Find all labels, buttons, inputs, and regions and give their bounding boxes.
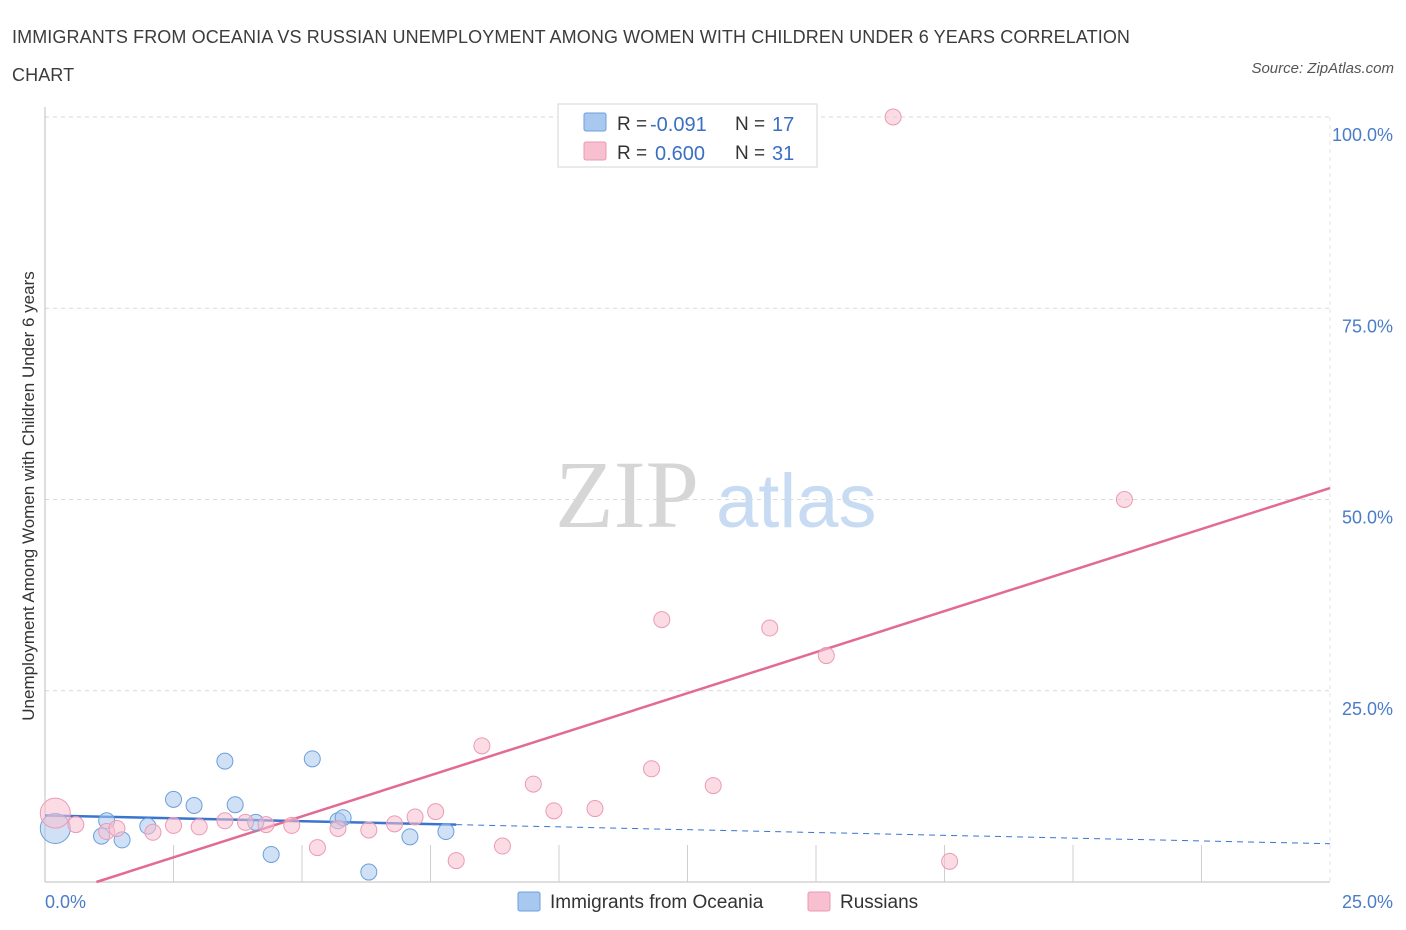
- y-tick-label: 100.0%: [1332, 125, 1393, 145]
- point-oceania: [401, 828, 419, 846]
- trend-line-russians: [96, 486, 1331, 884]
- watermark-atlas: atlas: [716, 459, 877, 544]
- point-oceania: [165, 790, 182, 808]
- correlation-legend: R = -0.091 N = 17 R = 0.600 N = 31: [557, 103, 818, 168]
- legend-n-value: 17: [772, 114, 794, 136]
- series-legend-swatch-russians: [807, 891, 831, 912]
- point-russians: [67, 816, 85, 834]
- y-axis-label: Unemployment Among Women with Children U…: [19, 271, 38, 720]
- point-russians: [761, 619, 779, 637]
- trend-extension-oceania: [456, 824, 1331, 845]
- point-oceania: [360, 863, 378, 881]
- point-russians: [308, 839, 326, 857]
- point-russians: [283, 816, 301, 834]
- watermark-zip: ZIP: [555, 441, 699, 548]
- point-russians: [360, 821, 378, 839]
- point-russians: [329, 819, 347, 837]
- y-tick-label: 50.0%: [1342, 508, 1393, 528]
- point-russians: [190, 818, 208, 836]
- point-russians: [524, 775, 542, 793]
- point-russians: [493, 837, 511, 855]
- point-russians: [427, 803, 445, 821]
- point-russians: [386, 815, 404, 833]
- tick-labels: 25.0% 50.0% 75.0% 100.0% 0.0% 25.0%: [45, 125, 1393, 912]
- series-legend-label-oceania: Immigrants from Oceania: [550, 892, 764, 913]
- point-russians: [216, 812, 234, 830]
- point-russians: [257, 816, 275, 834]
- axes: [44, 107, 1331, 883]
- point-russians: [941, 852, 959, 870]
- series-legend-swatch-oceania: [517, 891, 541, 912]
- chart-source: Source: ZipAtlas.com: [1251, 60, 1394, 77]
- point-russians: [165, 816, 182, 834]
- legend-n-label: N =: [735, 114, 765, 135]
- legend-n-label: N =: [735, 143, 765, 164]
- point-russians: [817, 647, 835, 665]
- x-tick-label: 0.0%: [45, 892, 86, 912]
- y-tick-label: 75.0%: [1342, 316, 1393, 336]
- point-oceania: [185, 797, 203, 814]
- y-tick-label: 25.0%: [1342, 699, 1393, 719]
- series-legend: Immigrants from Oceania Russians: [517, 891, 918, 913]
- x-tick-label: 25.0%: [1342, 892, 1393, 912]
- point-russians: [39, 797, 71, 829]
- series-legend-label-russians: Russians: [840, 892, 918, 913]
- point-russians: [545, 802, 563, 820]
- point-russians: [1115, 491, 1133, 508]
- point-russians: [884, 108, 902, 126]
- legend-swatch-russians: [583, 141, 607, 161]
- point-oceania: [437, 823, 455, 841]
- point-russians: [473, 737, 491, 755]
- point-russians: [236, 813, 254, 831]
- point-russians: [144, 823, 162, 841]
- chart-title: IMMIGRANTS FROM OCEANIA VS RUSSIAN UNEMP…: [12, 27, 1131, 85]
- gridlines: [45, 116, 1330, 692]
- point-oceania: [226, 796, 244, 814]
- point-russians: [586, 800, 604, 818]
- point-russians: [704, 777, 722, 795]
- point-oceania: [216, 752, 234, 770]
- legend-r-value: 0.600: [655, 143, 705, 165]
- legend-r-label: R =: [617, 143, 647, 164]
- legend-r-label: R =: [617, 114, 647, 135]
- point-russians: [406, 808, 424, 826]
- scatter-points: [39, 108, 1133, 881]
- point-russians: [447, 852, 465, 870]
- point-russians: [108, 819, 126, 837]
- point-oceania: [262, 845, 280, 863]
- point-russians: [653, 611, 671, 629]
- point-russians: [643, 760, 661, 778]
- legend-n-value: 31: [772, 143, 794, 165]
- legend-r-value: -0.091: [650, 114, 707, 136]
- point-oceania: [303, 750, 321, 768]
- legend-swatch-oceania: [583, 112, 607, 132]
